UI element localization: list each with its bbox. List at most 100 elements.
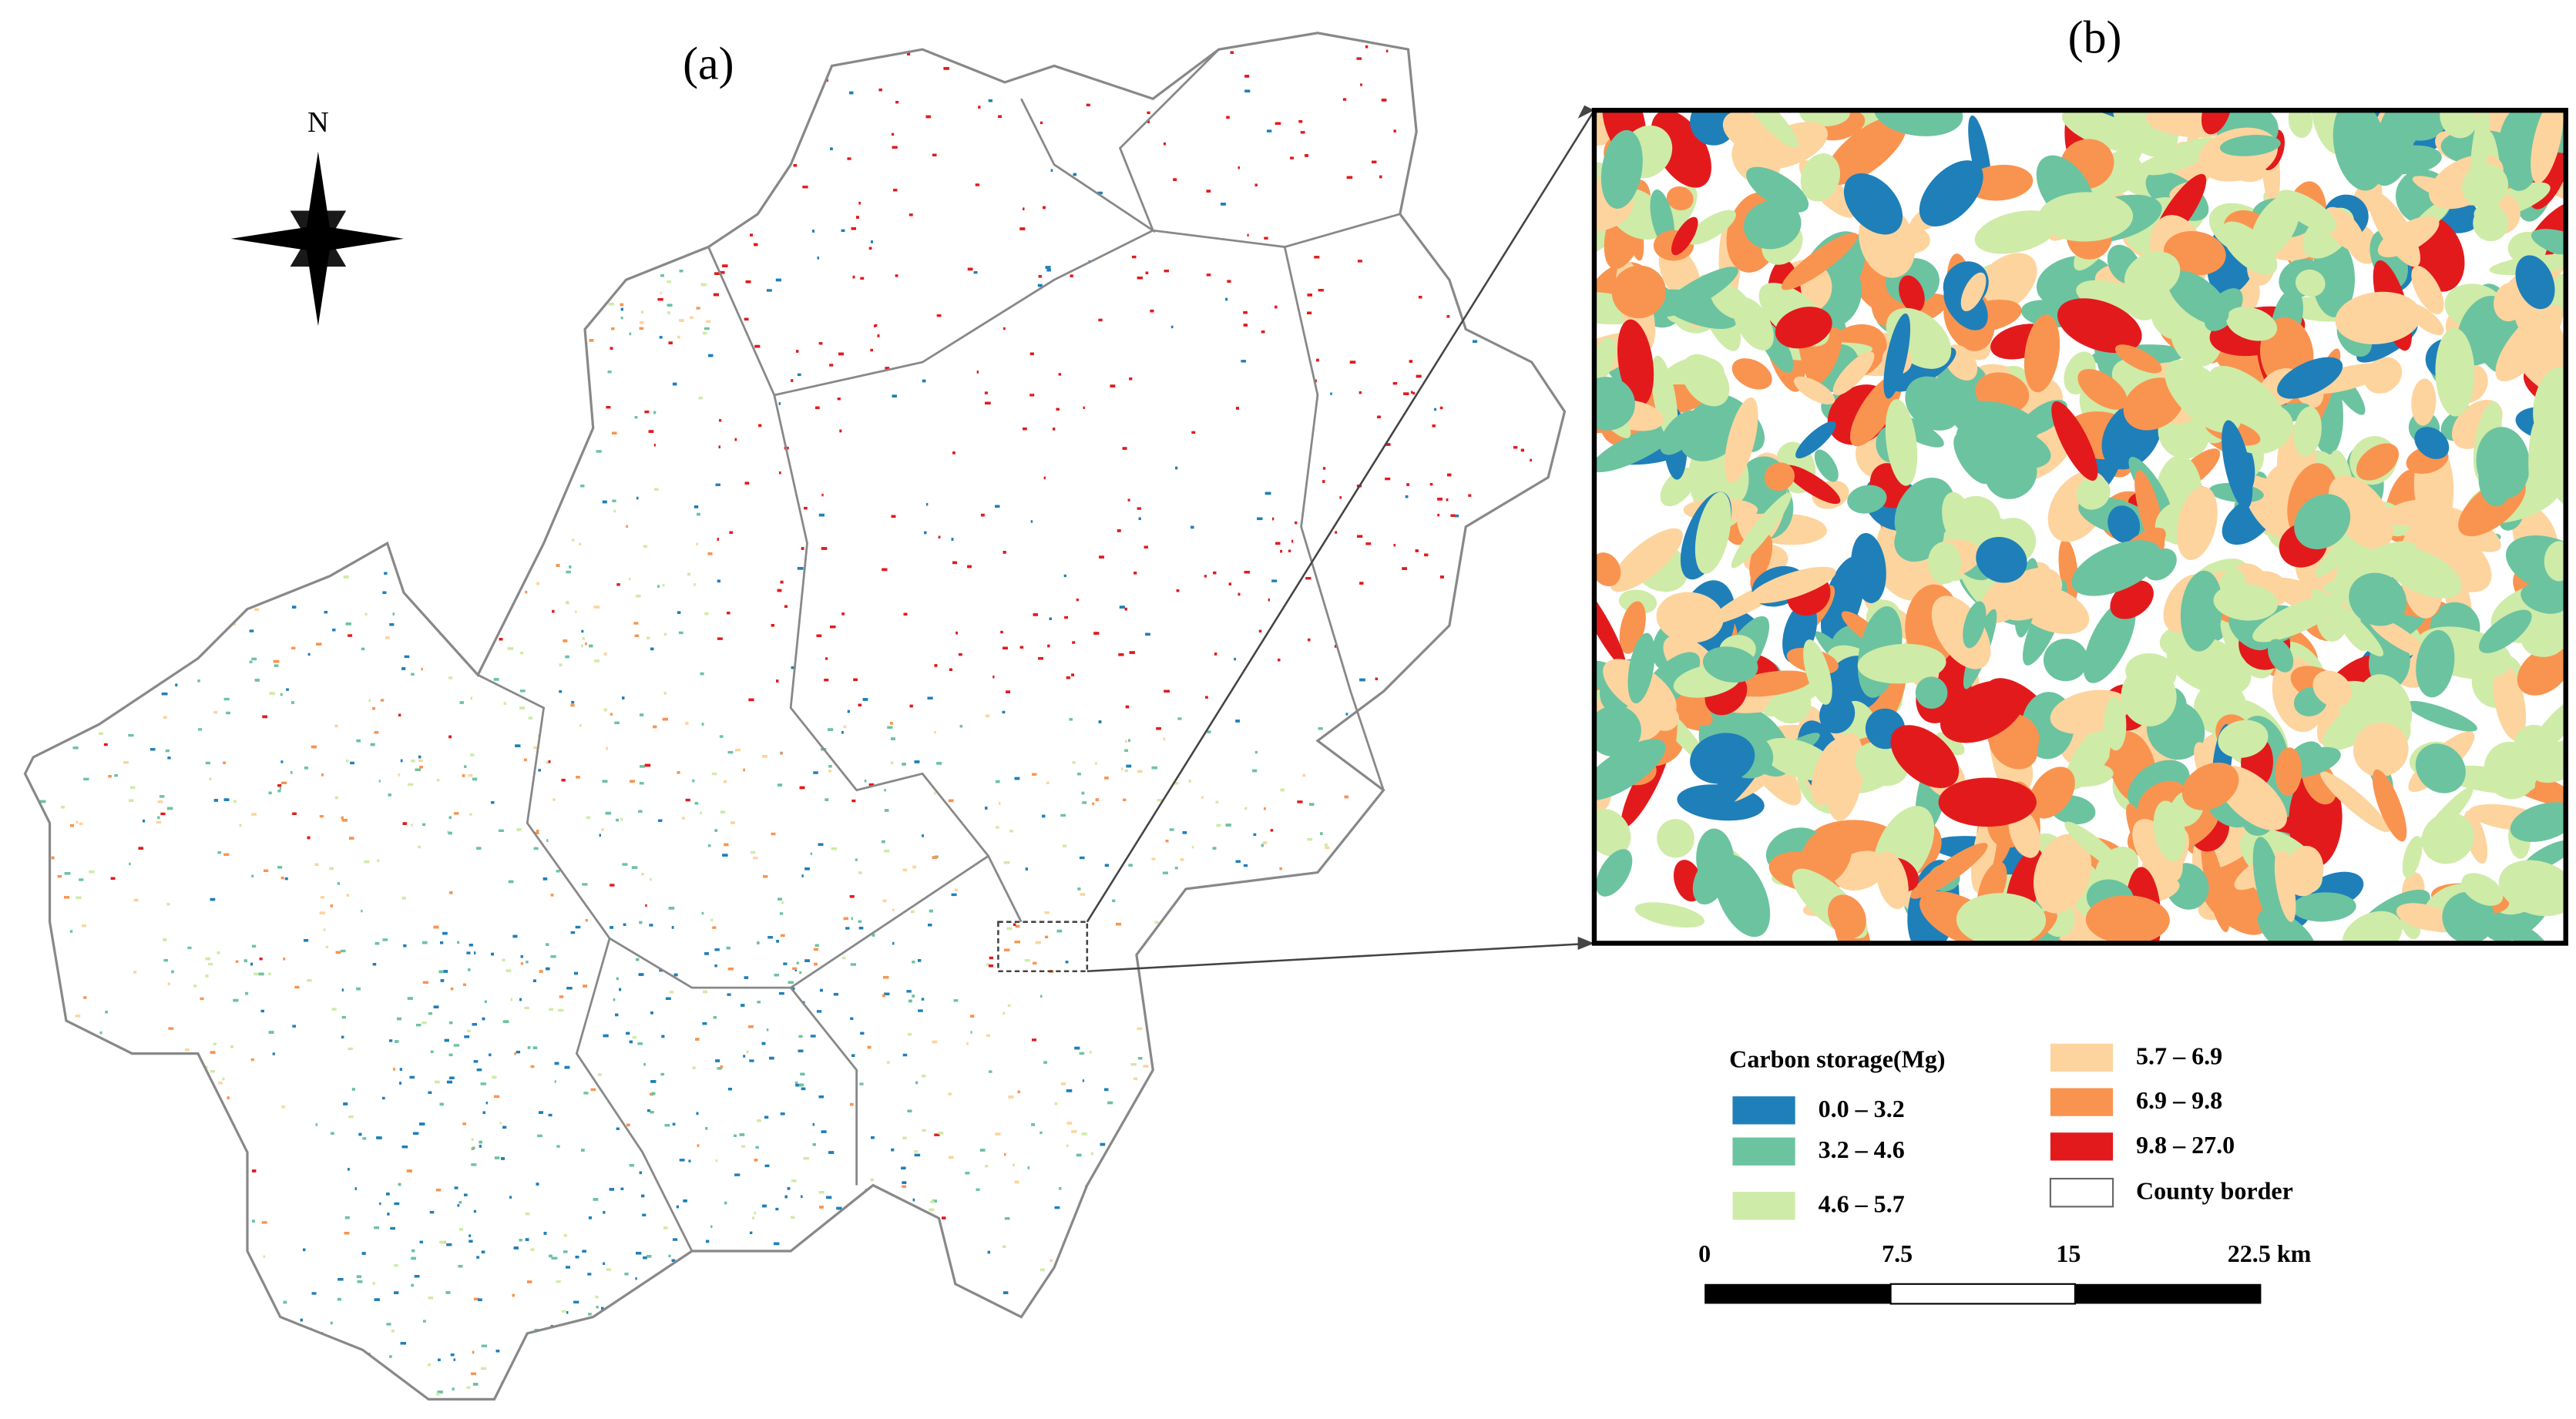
pixel — [857, 1283, 861, 1286]
pixel — [32, 859, 35, 862]
pixel — [639, 1171, 642, 1175]
pixel — [1420, 1334, 1424, 1337]
pixel — [1486, 323, 1491, 326]
pixel — [1526, 995, 1531, 999]
pixel — [356, 195, 361, 198]
pixel — [493, 1095, 500, 1099]
pixel — [662, 583, 665, 587]
pixel — [99, 667, 102, 670]
pixel — [1069, 718, 1073, 721]
pixel — [431, 232, 435, 236]
pixel — [1110, 79, 1115, 82]
pixel — [295, 458, 301, 461]
pixel — [1456, 968, 1459, 972]
pixel — [616, 818, 620, 822]
pixel — [662, 717, 668, 721]
pixel — [202, 465, 207, 468]
pixel — [1206, 273, 1211, 277]
pixel — [1297, 1209, 1301, 1212]
pixel — [683, 1199, 687, 1203]
pixel — [76, 1226, 79, 1229]
pixel — [1335, 531, 1338, 534]
pixel — [1323, 1039, 1327, 1043]
pixel — [197, 53, 202, 56]
pixel — [1045, 266, 1051, 269]
pixel — [1420, 1334, 1424, 1337]
pixel — [830, 626, 836, 629]
pixel — [354, 1393, 361, 1396]
pixel — [537, 296, 542, 300]
pixel — [42, 1317, 47, 1320]
pixel — [1431, 930, 1436, 933]
pixel — [1527, 596, 1530, 599]
pixel — [932, 153, 937, 157]
pixel — [1371, 1236, 1375, 1239]
pixel — [1559, 1127, 1563, 1130]
pixel — [1173, 782, 1179, 785]
pixel — [1506, 582, 1511, 585]
pixel — [56, 1290, 59, 1294]
pixel — [1199, 39, 1204, 42]
pixel — [430, 70, 435, 74]
pixel — [1573, 1255, 1577, 1257]
pixel — [1516, 696, 1521, 699]
pixel — [482, 258, 487, 262]
pixel — [377, 408, 381, 412]
pixel — [590, 1088, 596, 1092]
pixel — [226, 406, 231, 410]
pixel — [251, 657, 257, 661]
pixel — [1342, 909, 1347, 912]
pixel — [487, 264, 493, 268]
pixel — [187, 1134, 192, 1137]
pixel — [471, 513, 477, 517]
pixel — [55, 1169, 59, 1173]
pixel — [41, 132, 47, 136]
pixel — [414, 1275, 420, 1278]
pixel — [337, 1353, 340, 1356]
pixel — [507, 444, 511, 448]
pixel — [373, 269, 379, 273]
pixel — [890, 761, 894, 764]
pixel — [167, 756, 171, 760]
pixel — [327, 84, 331, 87]
pixel — [520, 651, 524, 655]
pixel — [47, 1128, 53, 1132]
pixel — [392, 612, 395, 616]
pixel — [465, 359, 469, 363]
pixel — [439, 431, 445, 434]
pixel — [778, 72, 784, 75]
pixel — [138, 847, 143, 850]
pixel — [92, 1076, 96, 1079]
pixel — [680, 230, 685, 233]
pixel — [1565, 1266, 1568, 1269]
pixel — [1318, 907, 1322, 911]
pixel — [333, 1360, 339, 1364]
pixel — [1459, 1302, 1463, 1305]
pixel — [1167, 1053, 1174, 1057]
pixel — [1071, 673, 1074, 676]
pixel — [595, 1295, 599, 1299]
pixel — [654, 159, 657, 163]
pixel — [315, 496, 318, 499]
pixel — [193, 1241, 197, 1244]
pixel — [542, 877, 548, 881]
pixel — [1470, 1202, 1476, 1205]
pixel — [111, 306, 116, 310]
pixel — [383, 106, 385, 109]
pixel — [571, 700, 575, 704]
pixel — [274, 1377, 278, 1380]
pixel — [812, 1143, 816, 1146]
pixel — [563, 226, 566, 230]
pixel — [1555, 988, 1560, 992]
pixel — [356, 195, 361, 198]
pixel — [184, 436, 189, 439]
pixel — [509, 460, 514, 463]
pixel — [72, 49, 77, 52]
pixel — [239, 491, 244, 495]
pixel — [252, 1169, 257, 1172]
pixel — [448, 1053, 453, 1057]
pixel — [1401, 816, 1407, 819]
pixel — [1307, 1267, 1312, 1270]
pixel — [649, 924, 653, 927]
pixel — [1548, 1280, 1555, 1283]
